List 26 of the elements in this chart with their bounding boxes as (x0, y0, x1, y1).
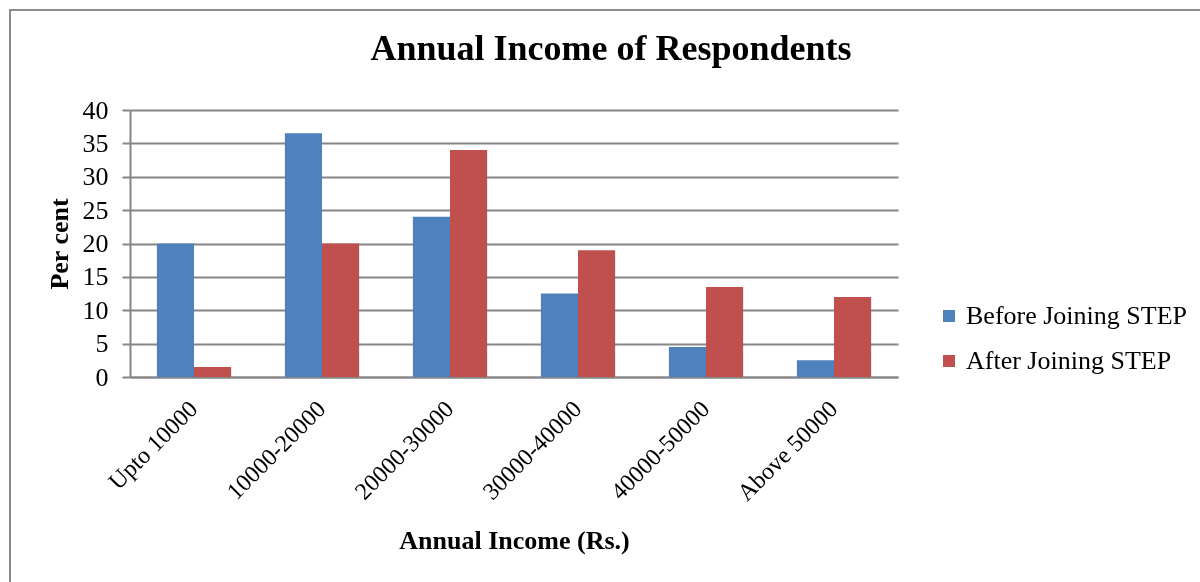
y-tick-label: 0 (95, 362, 109, 392)
bar (412, 216, 450, 377)
y-tick-label: 5 (95, 329, 109, 359)
y-tick-label: 20 (82, 229, 109, 258)
y-tick-label: 25 (82, 195, 109, 225)
bar (578, 250, 616, 377)
bar (322, 243, 360, 377)
y-tick-label: 40 (82, 95, 109, 125)
bar (450, 150, 488, 377)
y-tick-label: 10 (82, 295, 109, 325)
bar (668, 346, 706, 377)
y-axis-title: Per cent (44, 198, 74, 290)
y-tick-label: 35 (82, 128, 109, 158)
bar (156, 243, 194, 377)
chart-title: Annual Income of Respondents (370, 28, 852, 68)
y-tick-label: 30 (82, 162, 109, 192)
x-axis-title: Annual Income (Rs.) (399, 525, 630, 555)
bar (706, 286, 744, 377)
legend-label: Before Joining STEP (966, 301, 1187, 330)
bar (284, 133, 322, 377)
bar (194, 366, 232, 377)
bar (796, 360, 834, 377)
y-tick-label: 15 (82, 262, 109, 292)
bar (540, 293, 578, 377)
bar (834, 296, 872, 377)
legend-label: After Joining STEP (966, 346, 1172, 375)
